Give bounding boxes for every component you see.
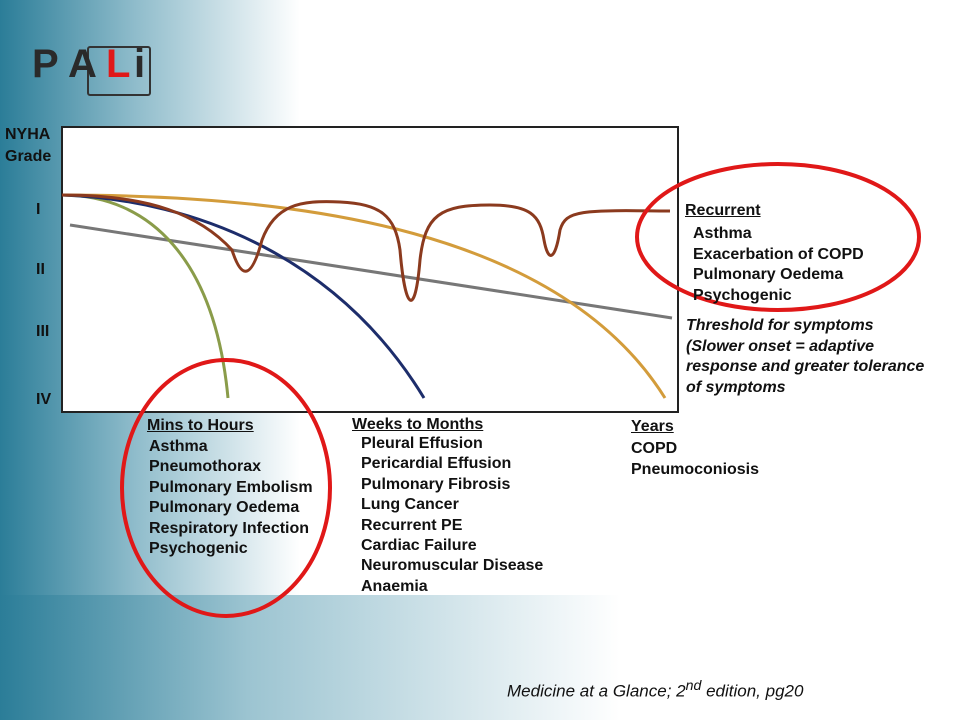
group-item: Cardiac Failure <box>361 537 477 554</box>
threshold-text: of symptoms <box>686 378 786 396</box>
group-item: Asthma <box>693 225 752 242</box>
highlight-ellipse <box>120 358 332 618</box>
curve-years <box>61 193 667 399</box>
group-item: Pulmonary Embolism <box>149 478 313 496</box>
group-item: Exacerbation of COPD <box>693 245 864 263</box>
group-heading: Mins to Hours <box>147 417 254 434</box>
background-gradient <box>0 595 620 720</box>
citation-sup: nd <box>685 678 702 694</box>
highlight-ellipse <box>635 162 921 312</box>
group-item: Anaemia <box>361 577 428 595</box>
grade-label: IV <box>36 391 52 408</box>
group-item: Psychogenic <box>149 540 248 557</box>
grade-label: I <box>36 201 41 218</box>
citation-text: edition, pg20 <box>701 681 804 701</box>
group-item: Pulmonary Oedema <box>149 499 300 517</box>
threshold-text: Threshold for symptoms <box>686 317 874 334</box>
logo-letter: i <box>134 42 146 86</box>
curve-recurrent <box>61 193 671 302</box>
logo-letter: A <box>68 42 97 86</box>
group-item: Pericardial Effusion <box>361 455 512 473</box>
axis-label: Grade <box>5 148 52 165</box>
group-item: Psychogenic <box>693 286 792 304</box>
group-item: Pulmonary Oedema <box>693 266 844 283</box>
group-item: Neuromuscular Disease <box>361 557 544 575</box>
threshold-text: response and greater tolerance <box>686 358 925 375</box>
citation: Medicine at a Glance; 2nd edition, pg20 <box>507 678 803 702</box>
group-item: Pneumoconiosis <box>631 460 760 478</box>
logo-box <box>87 46 151 96</box>
group-item: Pneumothorax <box>149 458 262 476</box>
citation-text: Medicine at a Glance; 2 <box>507 681 686 701</box>
threshold-text: (Slower onset = adaptive <box>686 337 875 355</box>
curve-weeks <box>61 193 426 399</box>
group-item: Respiratory Infection <box>149 519 310 537</box>
group-heading: Weeks to Months <box>352 416 484 433</box>
group-heading: Years <box>631 418 674 435</box>
group-item: COPD <box>631 440 678 457</box>
plot-box <box>61 126 679 413</box>
group-item: Pleural Effusion <box>361 435 483 452</box>
group-heading: Recurrent <box>685 202 761 219</box>
logo-letter: L <box>106 42 131 86</box>
group-item: Asthma <box>149 438 208 455</box>
grade-label: III <box>36 323 50 340</box>
logo-letter: P <box>32 42 59 86</box>
group-item: Lung Cancer <box>361 496 459 514</box>
axis-label: NYHA <box>5 126 51 143</box>
grade-label: II <box>36 261 45 278</box>
group-item: Pulmonary Fibrosis <box>361 475 511 493</box>
group-item: Recurrent PE <box>361 516 463 534</box>
